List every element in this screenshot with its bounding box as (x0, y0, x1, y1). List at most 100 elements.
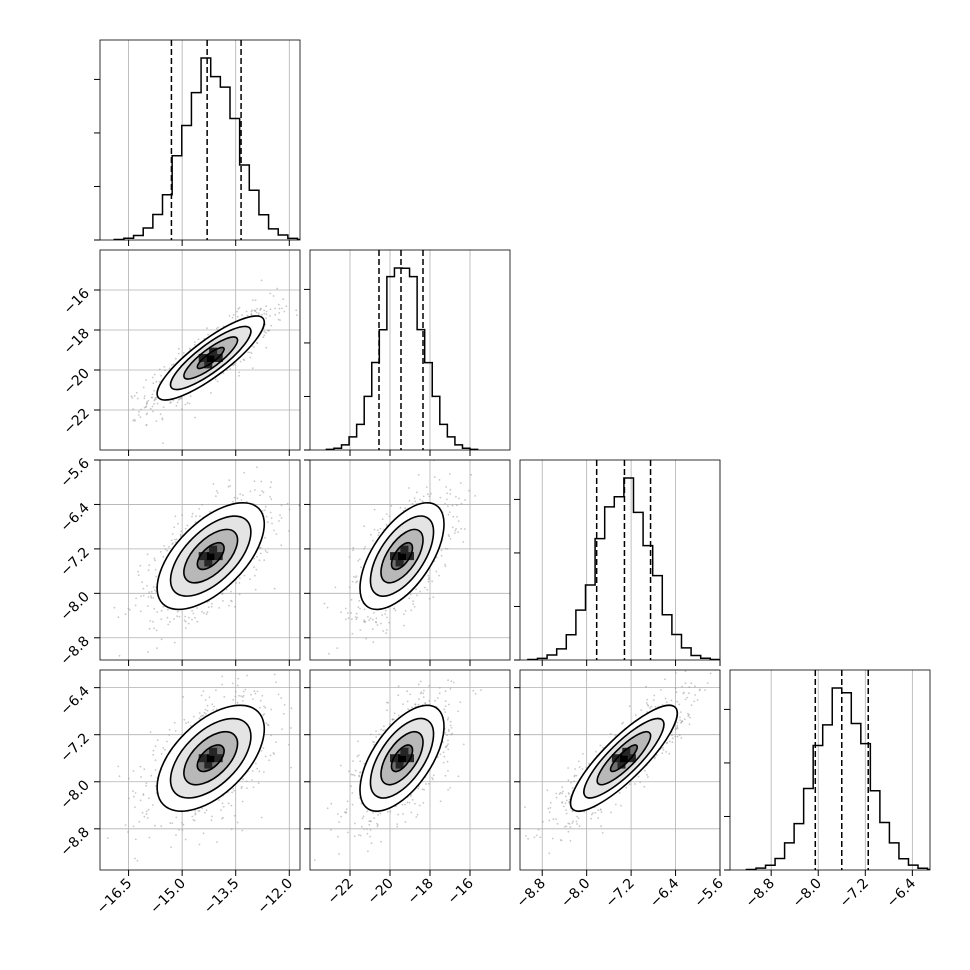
sample-point (269, 292, 272, 295)
sample-point (270, 324, 273, 327)
sample-point (359, 607, 361, 610)
sample-point (179, 535, 182, 538)
sample-point (152, 749, 155, 752)
sample-point (171, 533, 174, 535)
sample-point (191, 512, 194, 515)
sample-point (447, 789, 449, 791)
sample-point (382, 729, 385, 732)
sample-point (153, 557, 156, 560)
contour-line (369, 515, 435, 597)
y-tick-label: −6.4 (57, 683, 92, 718)
sample-point (408, 487, 410, 489)
sample-point (366, 832, 369, 835)
sample-point (399, 506, 402, 509)
sample-point (154, 769, 157, 771)
sample-point (265, 722, 268, 725)
sample-point (368, 619, 370, 621)
sample-point (162, 555, 165, 558)
histogram-panel-2 (514, 459, 721, 666)
sample-point (239, 493, 242, 496)
sample-point (228, 315, 231, 317)
sample-point (426, 493, 429, 496)
sample-point (168, 728, 171, 731)
sample-point (172, 399, 175, 402)
sample-point (134, 838, 137, 841)
sample-point (351, 792, 354, 794)
density-cell (398, 552, 406, 561)
sample-point (380, 622, 382, 625)
sample-point (184, 627, 187, 629)
contour-line (156, 704, 266, 812)
sample-point (274, 307, 277, 310)
sample-point (414, 703, 417, 705)
sample-point (361, 825, 363, 828)
sample-point (243, 471, 246, 474)
sample-point (147, 596, 150, 598)
sample-point (230, 828, 233, 830)
sample-point (265, 313, 268, 316)
sample-point (369, 617, 372, 620)
sample-point (202, 832, 205, 835)
contour-line (183, 730, 239, 786)
sample-point (474, 692, 477, 695)
contour-line (390, 744, 414, 773)
y-tick-label: −5.6 (57, 455, 92, 490)
sample-point (152, 586, 155, 588)
sample-point (451, 526, 454, 529)
sample-point (402, 813, 404, 815)
sample-point (265, 346, 268, 349)
sample-point (174, 730, 177, 732)
sample-point (358, 558, 361, 561)
sample-point (146, 817, 149, 819)
sample-point (141, 581, 144, 584)
sample-point (222, 600, 224, 602)
sample-point (357, 754, 360, 757)
sample-point (234, 690, 237, 693)
sample-point (139, 564, 142, 567)
sample-point (148, 564, 151, 567)
sample-point (417, 787, 420, 790)
sample-point (472, 689, 475, 692)
sample-point (282, 298, 285, 301)
y-tick-label: −16 (61, 285, 93, 317)
density-cell (206, 354, 215, 362)
sample-point (414, 802, 416, 805)
contour-line (156, 315, 266, 401)
sample-point (183, 718, 186, 721)
sample-point (355, 575, 358, 577)
sample-point (153, 398, 156, 401)
sample-point (295, 309, 298, 312)
sample-point (353, 575, 355, 578)
sample-point (248, 351, 251, 354)
sample-point (137, 574, 140, 576)
sample-point (142, 794, 145, 796)
sample-point (358, 775, 361, 778)
sample-point (422, 801, 425, 804)
sample-point (185, 722, 187, 724)
sample-point (161, 417, 164, 420)
sample-point (150, 396, 153, 399)
sample-point (620, 804, 622, 807)
sample-point (323, 602, 326, 605)
sample-point (164, 748, 167, 751)
sample-point (287, 743, 290, 746)
sample-point (570, 781, 572, 784)
sample-point (210, 391, 212, 394)
sample-point (393, 712, 396, 715)
sample-point (278, 312, 281, 314)
sample-point (419, 498, 422, 501)
sample-point (153, 589, 156, 592)
sample-point (263, 309, 266, 312)
sample-point (162, 605, 165, 608)
histogram-step (325, 267, 479, 450)
sample-point (198, 712, 201, 714)
sample-point (450, 727, 453, 729)
sample-point (368, 824, 371, 826)
sample-point (446, 718, 449, 721)
sample-point (415, 588, 417, 591)
sample-point (418, 698, 420, 701)
sample-point (363, 619, 366, 621)
sample-point (153, 402, 155, 405)
sample-point (238, 694, 240, 697)
x-tick-label: −8.0 (790, 876, 825, 911)
